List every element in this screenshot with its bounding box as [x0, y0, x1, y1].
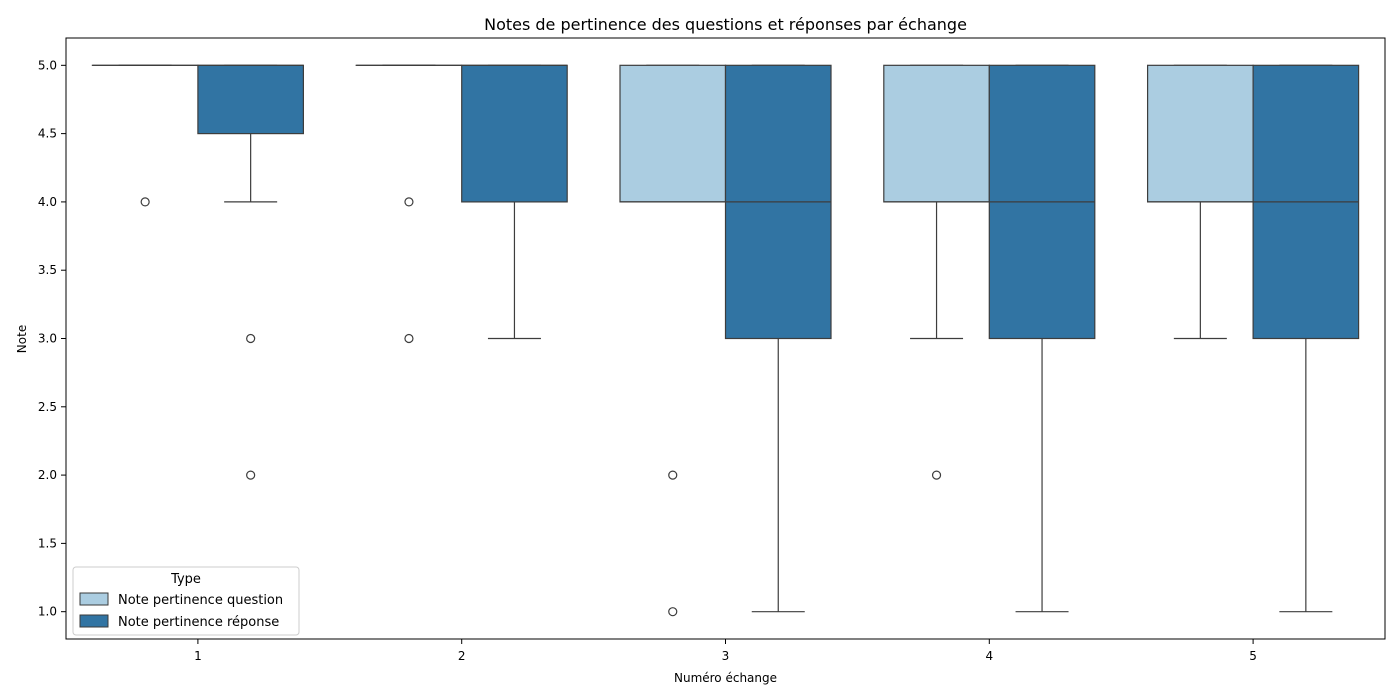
- outlier-point: [668, 470, 678, 480]
- outlier-point: [404, 197, 414, 207]
- y-axis: 1.0 1.5 2.0 2.5 3.0 3.5 4.0 4.5 5.0: [38, 58, 66, 619]
- legend-label-reponse: Note pertinence réponse: [118, 615, 279, 630]
- box-iqr: [883, 64, 990, 203]
- box-reponse-2: [461, 64, 568, 340]
- y-tick-label: 5.0: [38, 58, 57, 72]
- box-iqr: [461, 64, 568, 203]
- x-tick-label: 2: [458, 649, 466, 663]
- box-question-2: [355, 64, 463, 344]
- y-tick-label: 1.5: [38, 536, 57, 550]
- legend-label-question: Note pertinence question: [118, 593, 283, 608]
- legend: Type Note pertinence question Note perti…: [72, 566, 300, 636]
- legend-swatch-question: [79, 592, 109, 606]
- y-tick-label: 3.0: [38, 332, 57, 346]
- box-question-4: [883, 64, 990, 480]
- outlier-point: [668, 607, 678, 617]
- outlier-point: [404, 333, 414, 344]
- box-question-5: [1146, 64, 1254, 340]
- chart-title: Notes de pertinence des questions et rép…: [484, 15, 967, 34]
- outlier-point: [246, 333, 256, 344]
- box-reponse-3: [724, 64, 832, 613]
- box-reponse-4: [988, 64, 1096, 613]
- plot-area: [91, 64, 1360, 617]
- box-iqr: [1146, 64, 1254, 203]
- y-tick-label: 2.0: [38, 468, 57, 482]
- x-axis-title: Numéro échange: [674, 671, 777, 685]
- y-tick-label: 1.0: [38, 605, 57, 619]
- box-iqr: [619, 64, 727, 203]
- box-question-1: [91, 64, 199, 207]
- x-tick-label: 1: [194, 649, 202, 663]
- x-axis: 1 2 3 4 5: [194, 639, 1257, 663]
- legend-title: Type: [170, 572, 201, 587]
- box-reponse-1: [197, 64, 304, 480]
- y-axis-title: Note: [15, 325, 29, 353]
- y-tick-label: 4.5: [38, 127, 57, 141]
- legend-swatch-reponse: [79, 614, 109, 628]
- y-tick-label: 3.5: [38, 263, 57, 277]
- box-reponse-5: [1252, 64, 1360, 613]
- box-question-3: [619, 64, 727, 617]
- x-tick-label: 3: [722, 649, 730, 663]
- y-tick-label: 2.5: [38, 400, 57, 414]
- x-tick-label: 4: [985, 649, 993, 663]
- outlier-point: [140, 197, 150, 207]
- legend-frame: [72, 566, 300, 636]
- outlier-point: [931, 470, 942, 480]
- x-tick-label: 5: [1249, 649, 1257, 663]
- outlier-point: [246, 470, 256, 480]
- box-iqr: [197, 64, 304, 135]
- y-tick-label: 4.0: [38, 195, 57, 209]
